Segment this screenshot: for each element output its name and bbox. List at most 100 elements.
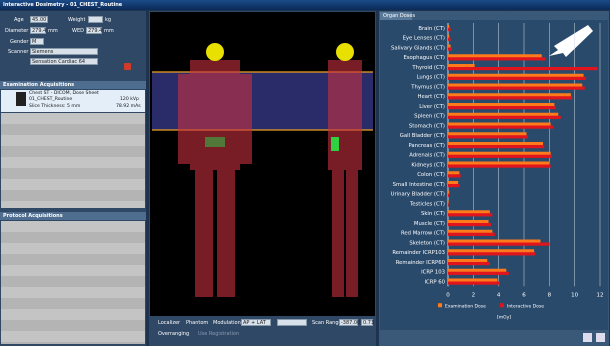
reset-button[interactable] [124,63,131,70]
bar [448,44,451,48]
label: Scan Range [312,320,342,326]
bar [448,115,561,119]
bar [448,76,587,80]
y-tick-label: Thyroid (CT) [411,65,445,71]
bar [448,181,459,185]
bar [448,122,551,126]
x-tick-label: 2 [472,292,476,298]
print-button[interactable] [596,333,605,342]
bar [448,259,488,263]
bar [448,112,559,116]
gender-select[interactable]: M [30,38,44,45]
acquisition-list [1,113,145,208]
bar [448,174,461,178]
bar [448,249,535,253]
bar [448,86,585,90]
bar [448,239,541,243]
y-tick-label: Spleen (CT) [414,114,445,120]
tab[interactable] [380,12,412,20]
bar [448,252,536,256]
check-registration[interactable]: Use Registration [198,331,240,337]
y-tick-label: Remainder ICRP103 [392,250,445,256]
y-tick-label: Thymus (CT) [410,84,445,90]
acq-kvp: 120 kVp [120,97,139,102]
bar [448,25,450,29]
bar [448,220,489,224]
radio-phantom[interactable]: Phantom [186,320,209,326]
bar [448,47,452,51]
y-tick-label: Skin (CT) [421,211,445,217]
bar [448,151,551,155]
age-input[interactable]: 45.00 [30,16,48,23]
bar [448,203,449,207]
y-tick-label: ICRP 60 [424,279,445,285]
section-header: Examination Acquisitions [0,81,146,89]
acq-slice: Slice Thickness: 5 mm [29,104,81,109]
x-tick-label: 6 [522,292,526,298]
bar [448,210,490,214]
check-overranging[interactable]: Overranging [158,331,190,337]
bar [448,93,571,97]
y-tick-label: Esophagus (CT) [403,55,445,61]
x-tick-label: 10 [571,292,578,298]
select[interactable] [277,319,307,326]
acq-protocol: 01_CHEST_Routine [29,97,73,102]
y-tick-label: Muscle (CT) [414,221,445,227]
scan-start[interactable]: -387.00 [339,319,361,326]
unit: mm [104,28,114,34]
legend-label: Interactive Dose [507,303,544,309]
y-tick-label: Testicles (CT) [409,201,445,207]
bar [448,37,451,41]
bar [448,164,551,168]
bar [448,242,550,246]
bar [448,232,495,236]
bar [448,171,460,175]
scanner-select[interactable]: Siemens [30,48,98,55]
bar [448,67,598,71]
bar [448,262,490,266]
bar [448,278,498,282]
bar [448,213,493,217]
bar [448,83,583,87]
y-tick-label: Kidneys (CT) [411,162,445,168]
phantom-view [150,12,375,316]
bar [448,34,450,38]
bar [448,223,492,227]
bar [448,229,493,233]
unit: mm [48,28,58,34]
radio-localizer[interactable]: Localizer [158,320,181,326]
diameter-input[interactable]: 279.4 [30,27,47,34]
y-tick-label: Remainder ICRP60 [396,260,446,266]
view-select[interactable]: AP + LAT [241,319,271,326]
acq-name: Chest ST - DICOM, Dose Sheet [29,91,99,96]
bar [448,106,556,110]
model-select[interactable]: Sensation Cardiac 64 [30,58,98,65]
y-tick-label: Salivary Glands (CT) [391,45,445,51]
bar [448,200,449,204]
scan-end[interactable]: 0.73 [361,319,375,326]
y-tick-label: Pancreas (CT) [408,143,445,149]
acquisition-item[interactable] [1,90,145,112]
bar [448,54,542,58]
y-tick-label: Skeleton (CT) [409,240,445,246]
weight-input[interactable] [88,16,103,23]
y-tick-label: Urinary Bladder (CT) [391,192,445,198]
y-tick-label: Eye Lenses (CT) [403,36,445,42]
bar [448,193,450,197]
y-tick-label: Brain (CT) [418,26,445,32]
window-title: Interactive Dosimetry - 01_CHEST_Routine [3,2,123,8]
bar [448,135,528,139]
y-tick-label: Liver (CT) [419,104,445,110]
label: Age [14,17,24,23]
acq-mas: 78.92 mAs [116,104,141,109]
x-tick-label: 12 [597,292,604,298]
x-tick-label: 8 [548,292,552,298]
radio-modulation[interactable]: Modulation [213,320,241,326]
export-button[interactable] [583,333,592,342]
wed-input[interactable]: 279.4 [86,27,103,34]
bar [448,142,543,146]
bar [448,64,475,68]
bar [448,184,460,188]
bar [448,103,555,107]
bar [448,268,507,272]
